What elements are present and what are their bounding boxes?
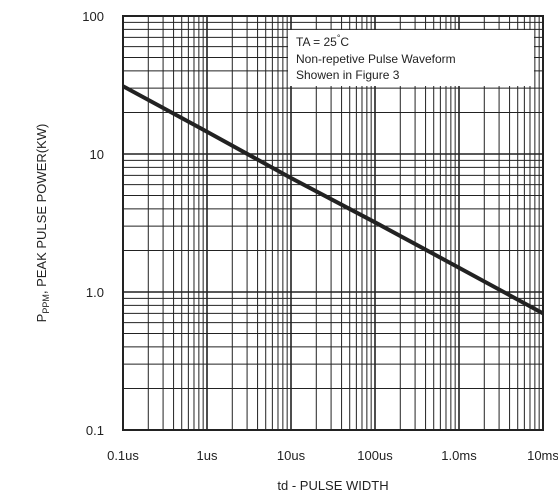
x-tick-label: 1.0ms — [441, 448, 477, 463]
annotation-line-3: Showen in Figure 3 — [296, 68, 400, 82]
x-tick-labels: 0.1us 1us 10us 100us 1.0ms 10ms — [107, 448, 558, 463]
x-tick-label: 100us — [357, 448, 393, 463]
annotation-line-2: Non-repetive Pulse Waveform — [296, 52, 456, 66]
y-axis-symbol: P — [34, 314, 49, 323]
series-line-0 — [122, 84, 544, 316]
y-tick-label: 100 — [82, 9, 104, 24]
x-axis-title: td - PULSE WIDTH — [277, 478, 388, 493]
y-axis-text: , PEAK PULSE POWER(KW) — [34, 124, 49, 294]
grid — [123, 16, 543, 430]
y-tick-label: 10 — [90, 147, 104, 162]
y-axis-subscript: PPM — [41, 294, 51, 314]
annotation-temp: TA = 25 — [296, 35, 337, 49]
annotation-degree: ° — [337, 33, 341, 43]
annotation-unit: C — [340, 35, 349, 49]
x-tick-label: 10ms — [527, 448, 558, 463]
x-tick-label: 0.1us — [107, 448, 139, 463]
x-tick-label: 1us — [197, 448, 218, 463]
series-layer — [122, 84, 544, 316]
y-tick-labels: 0.1 1.0 10 100 — [82, 9, 104, 438]
annotation-box — [288, 30, 534, 86]
annotation-line-1: TA = 25°C — [296, 33, 349, 49]
x-tick-label: 10us — [277, 448, 306, 463]
y-tick-label: 0.1 — [86, 423, 104, 438]
y-tick-label: 1.0 — [86, 285, 104, 300]
plot-frame — [122, 15, 544, 431]
y-axis-title: PPPM, PEAK PULSE POWER(KW) — [34, 124, 51, 323]
